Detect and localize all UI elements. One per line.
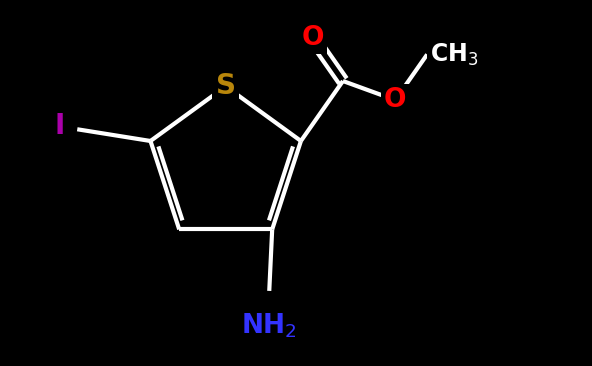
Text: S: S [215, 72, 236, 100]
Text: O: O [384, 87, 407, 113]
Text: NH$_2$: NH$_2$ [242, 311, 297, 340]
Text: O: O [301, 25, 324, 51]
Text: I: I [54, 112, 65, 140]
Text: CH$_3$: CH$_3$ [430, 41, 478, 68]
